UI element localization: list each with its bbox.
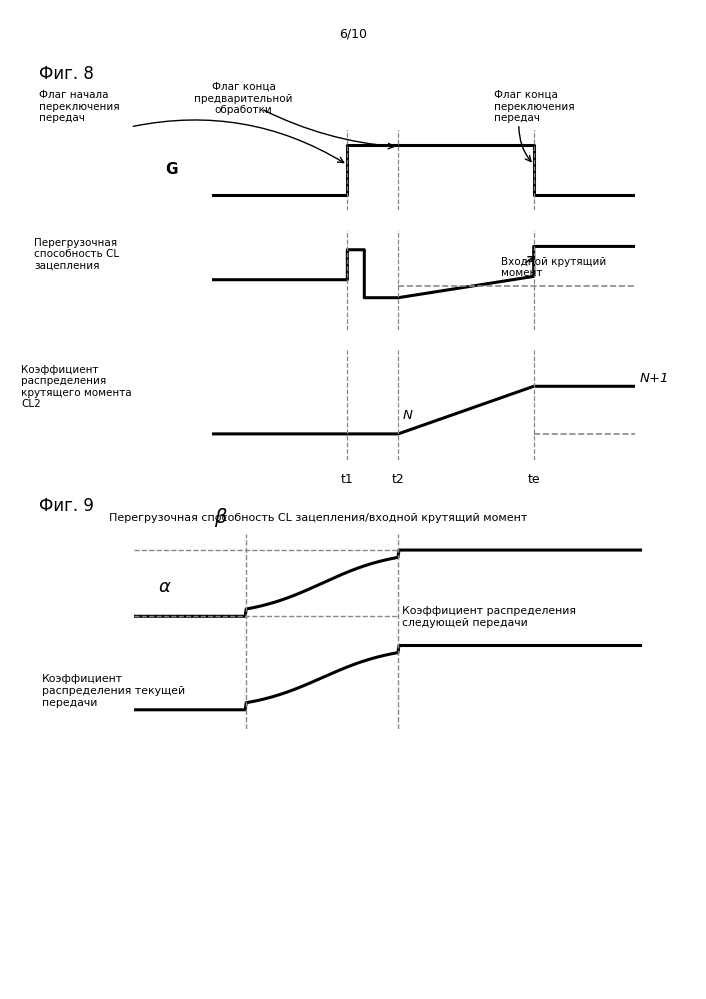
Text: Фиг. 8: Фиг. 8 [39,65,94,83]
Text: β: β [215,507,227,526]
Text: Флаг конца
предварительной
обработки: Флаг конца предварительной обработки [194,82,293,115]
Text: t1: t1 [341,473,354,486]
Text: te: te [527,473,540,486]
Text: N: N [402,409,412,423]
Text: Входной крутящий
момент: Входной крутящий момент [501,257,606,279]
Text: Фиг. 9: Фиг. 9 [39,497,94,514]
Text: Коэффициент распределения
следующей передачи: Коэффициент распределения следующей пере… [402,606,576,628]
Text: Флаг начала
переключения
передач: Флаг начала переключения передач [39,90,119,123]
Text: Перегрузочная
способность CL
зацепления: Перегрузочная способность CL зацепления [34,238,119,271]
Text: N+1: N+1 [640,373,669,386]
Text: Коэффициент
распределения текущей
передачи: Коэффициент распределения текущей переда… [42,674,186,707]
Text: Флаг конца
переключения
передач: Флаг конца переключения передач [494,90,575,123]
Text: Перегрузочная способность CL зацепления/входной крутящий момент: Перегрузочная способность CL зацепления/… [109,513,528,523]
Text: Коэффициент
распределения
крутящего момента
CL2: Коэффициент распределения крутящего моме… [21,365,132,410]
Text: t2: t2 [392,473,405,486]
Text: G: G [165,162,178,178]
Text: 6/10: 6/10 [339,28,367,41]
Text: α: α [159,578,171,596]
